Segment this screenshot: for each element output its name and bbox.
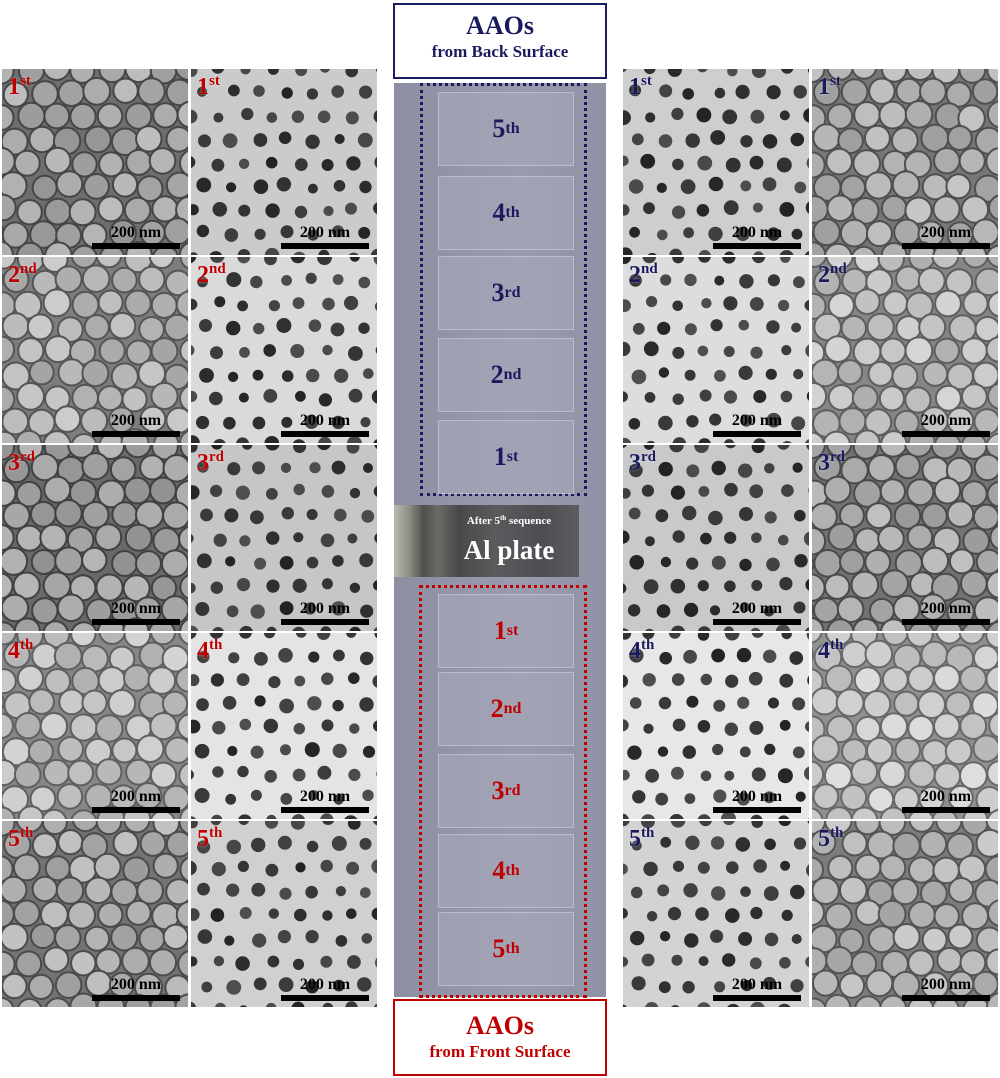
sequence-label: 3rd bbox=[8, 449, 35, 476]
scale-bar: 200 nm bbox=[92, 976, 180, 1001]
sequence-label: 2nd bbox=[818, 261, 847, 288]
sem-image-right-outer-2: 2nd 200 nm bbox=[812, 257, 998, 443]
sem-image-left-inner-2: 2nd 200 nm bbox=[191, 257, 377, 443]
sequence-label: 3rd bbox=[629, 449, 656, 476]
back-surface-title: AAOs from Back Surface bbox=[393, 3, 607, 79]
sequence-label: 2nd bbox=[629, 261, 658, 288]
scale-bar: 200 nm bbox=[713, 224, 801, 249]
sem-image-right-outer-4: 4th 200 nm bbox=[812, 633, 998, 819]
sequence-label: 5th bbox=[818, 825, 844, 852]
scale-bar: 200 nm bbox=[902, 600, 990, 625]
scale-bar: 200 nm bbox=[902, 224, 990, 249]
sequence-label: 4th bbox=[818, 637, 844, 664]
sequence-label: 1st bbox=[629, 73, 652, 100]
sequence-label: 5th bbox=[8, 825, 34, 852]
sequence-label: 4th bbox=[8, 637, 34, 664]
sequence-label: 1st bbox=[8, 73, 31, 100]
front-group-outline bbox=[419, 585, 587, 998]
scale-bar: 200 nm bbox=[281, 788, 369, 813]
sem-image-right-inner-4: 4th 200 nm bbox=[623, 633, 809, 819]
scale-bar: 200 nm bbox=[902, 976, 990, 1001]
sequence-label: 4th bbox=[197, 637, 223, 664]
sequence-label: 5th bbox=[197, 825, 223, 852]
scale-bar: 200 nm bbox=[281, 600, 369, 625]
al-plate-caption: After 5th sequence bbox=[466, 514, 552, 528]
sem-image-left-outer-2: 2nd 200 nm bbox=[2, 257, 188, 443]
scale-bar: 200 nm bbox=[92, 600, 180, 625]
sequence-label: 3rd bbox=[197, 449, 224, 476]
sem-image-right-inner-1: 1st 200 nm bbox=[623, 69, 809, 255]
back-title-main: AAOs bbox=[466, 11, 534, 40]
sem-image-left-outer-3: 3rd 200 nm bbox=[2, 445, 188, 631]
al-plate-photo: After 5th sequence Al plate bbox=[394, 505, 579, 577]
sem-image-right-outer-3: 3rd 200 nm bbox=[812, 445, 998, 631]
scale-bar: 200 nm bbox=[281, 224, 369, 249]
sem-image-right-outer-1: 1st 200 nm bbox=[812, 69, 998, 255]
scale-bar: 200 nm bbox=[281, 976, 369, 1001]
sem-image-left-inner-1: 1st 200 nm bbox=[191, 69, 377, 255]
scale-bar: 200 nm bbox=[713, 600, 801, 625]
scale-bar: 200 nm bbox=[902, 788, 990, 813]
sequence-label: 1st bbox=[818, 73, 841, 100]
sem-image-left-inner-4: 4th 200 nm bbox=[191, 633, 377, 819]
front-title-sub: from Front Surface bbox=[429, 1042, 571, 1061]
sem-image-right-inner-2: 2nd 200 nm bbox=[623, 257, 809, 443]
scale-bar: 200 nm bbox=[92, 412, 180, 437]
back-title-sub: from Back Surface bbox=[431, 42, 569, 61]
scale-bar: 200 nm bbox=[713, 976, 801, 1001]
sequence-label: 3rd bbox=[818, 449, 845, 476]
sequence-label: 2nd bbox=[197, 261, 226, 288]
scale-bar: 200 nm bbox=[281, 412, 369, 437]
scale-bar: 200 nm bbox=[713, 788, 801, 813]
sem-image-left-outer-1: 1st 200 nm bbox=[2, 69, 188, 255]
scale-bar: 200 nm bbox=[92, 224, 180, 249]
sem-image-right-inner-5: 5th 200 nm bbox=[623, 821, 809, 1007]
scale-bar: 200 nm bbox=[902, 412, 990, 437]
front-title-main: AAOs bbox=[466, 1011, 534, 1040]
sem-image-left-outer-5: 5th 200 nm bbox=[2, 821, 188, 1007]
sequence-label: 5th bbox=[629, 825, 655, 852]
sem-image-left-inner-5: 5th 200 nm bbox=[191, 821, 377, 1007]
sem-image-left-outer-4: 4th 200 nm bbox=[2, 633, 188, 819]
scale-bar: 200 nm bbox=[92, 788, 180, 813]
back-group-outline bbox=[420, 83, 587, 496]
sem-image-right-inner-3: 3rd 200 nm bbox=[623, 445, 809, 631]
scale-bar: 200 nm bbox=[713, 412, 801, 437]
sem-image-right-outer-5: 5th 200 nm bbox=[812, 821, 998, 1007]
sequence-label: 4th bbox=[629, 637, 655, 664]
sequence-label: 1st bbox=[197, 73, 220, 100]
al-plate-label: Al plate bbox=[463, 535, 555, 565]
sem-image-left-inner-3: 3rd 200 nm bbox=[191, 445, 377, 631]
sequence-label: 2nd bbox=[8, 261, 37, 288]
front-surface-title: AAOs from Front Surface bbox=[393, 999, 607, 1076]
